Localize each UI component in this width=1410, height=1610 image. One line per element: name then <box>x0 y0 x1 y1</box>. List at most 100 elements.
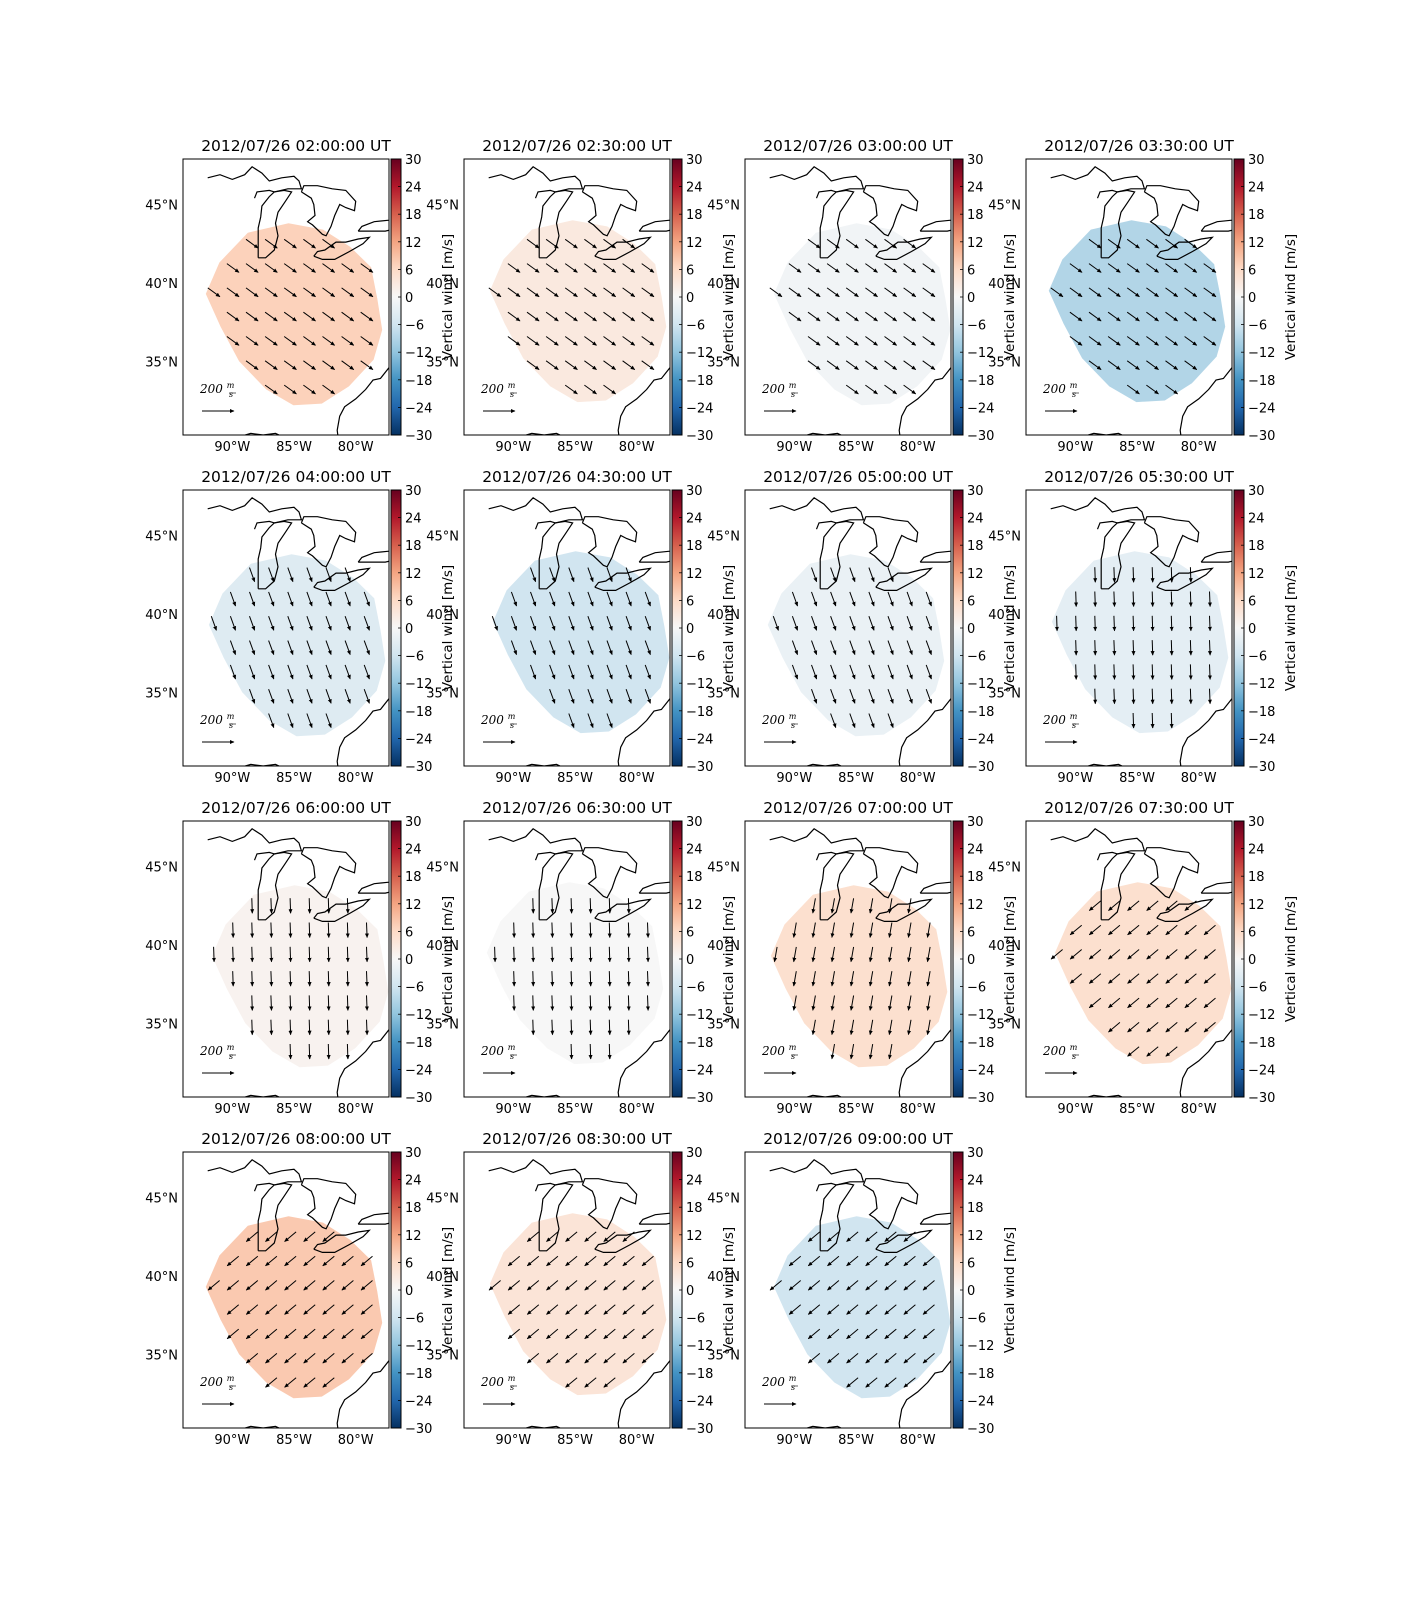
wind-arrow <box>849 713 856 729</box>
map-panel: 200 ms 2012/07/26 02:30:00 UT 45°N 40°N 35°N… <box>426 137 737 455</box>
wind-arrow <box>326 1019 331 1036</box>
wind-arrow <box>545 311 559 322</box>
wind-arrow <box>210 616 217 631</box>
wind-arrow <box>322 263 336 273</box>
wind-arrow <box>344 689 351 704</box>
wind-arrow <box>550 971 555 987</box>
wind-arrow <box>849 567 856 583</box>
wind-arrow <box>360 1304 373 1315</box>
wind-arrow <box>846 1231 859 1242</box>
coastline <box>257 189 293 259</box>
wind-arrow <box>588 1043 593 1060</box>
colorbar-tick-label: 12 <box>1248 236 1265 251</box>
lon-tick-label: 85°W <box>838 771 874 786</box>
wind-arrow <box>807 1255 821 1267</box>
wind-arrow <box>588 995 593 1011</box>
wind-arrow <box>322 360 336 371</box>
wind-arrow <box>1207 664 1212 680</box>
wind-arrow <box>283 263 297 273</box>
lon-tick-label: 85°W <box>838 1433 874 1448</box>
colorbar-tick-label: −18 <box>686 1036 713 1051</box>
colorbar-tick-label: 30 <box>967 815 984 830</box>
wind-arrow <box>644 689 651 704</box>
lat-tick-label: 45°N <box>426 1191 459 1206</box>
wind-arrow <box>226 1328 240 1340</box>
colorbar-tick-label: 30 <box>686 484 703 499</box>
coastline <box>207 828 303 861</box>
wind-arrow <box>888 1019 893 1036</box>
wind-arrow <box>1169 615 1174 632</box>
wind-arrow <box>641 336 655 346</box>
wind-arrow <box>284 1377 297 1388</box>
coastline <box>919 881 951 894</box>
wind-arrow <box>306 640 313 656</box>
colorbar-tick-label: 0 <box>1248 953 1256 968</box>
coastline <box>1201 560 1232 563</box>
wind-arrow <box>549 616 556 631</box>
lon-tick-label: 85°W <box>1119 771 1155 786</box>
wind-arrow <box>545 263 559 273</box>
wind-arrow <box>345 946 350 963</box>
wind-arrow <box>531 946 536 963</box>
wind-arrow <box>249 591 256 607</box>
coastline <box>875 898 933 922</box>
lat-tick-label: 45°N <box>988 529 1021 544</box>
wind-arrow <box>363 616 370 631</box>
wind-arrow <box>530 591 537 607</box>
wind-arrow <box>268 591 275 607</box>
wind-arrow <box>1146 238 1159 249</box>
wind-arrow <box>1127 900 1140 911</box>
wind-arrow <box>845 384 859 395</box>
reference-arrow-label: 200 m <box>1042 712 1078 727</box>
wind-arrow <box>284 1328 297 1340</box>
wind-arrow <box>849 640 856 656</box>
wind-arrow <box>1184 238 1198 249</box>
panel-title: 2012/07/26 02:30:00 UT <box>482 137 672 155</box>
wind-arrow <box>265 1304 278 1315</box>
wind-arrow <box>531 1019 536 1036</box>
reference-arrow-label: 200 m <box>480 1374 516 1389</box>
wind-arrow <box>926 1019 931 1036</box>
wind-field-region <box>1048 220 1226 403</box>
reference-arrow-label: 200 m <box>199 1043 235 1058</box>
wind-arrow <box>884 311 898 322</box>
lat-tick-label: 40°N <box>145 608 178 623</box>
wind-arrow <box>587 616 594 631</box>
wind-arrow <box>845 336 859 346</box>
wind-arrow <box>569 1019 574 1036</box>
reference-arrow-label: 200 m <box>199 712 235 727</box>
wind-arrow <box>807 360 821 371</box>
coastline <box>1156 898 1214 922</box>
wind-arrow <box>622 1353 635 1364</box>
wind-arrow <box>826 311 840 322</box>
wind-arrow <box>1093 688 1098 705</box>
wind-arrow <box>903 1280 916 1291</box>
colorbar-tick-label: −30 <box>686 760 713 775</box>
wind-arrow <box>584 263 597 273</box>
wind-arrow <box>884 1328 897 1340</box>
colorbar-tick-label: 12 <box>405 567 422 582</box>
wind-arrow <box>926 946 931 963</box>
wind-arrow <box>1165 924 1178 936</box>
lon-tick-label: 90°W <box>214 1102 250 1117</box>
map-frame <box>744 158 952 436</box>
coastline <box>898 698 951 766</box>
reference-arrow-label: 200 m <box>761 381 797 396</box>
wind-arrow <box>1069 924 1083 936</box>
wind-arrow <box>846 1304 859 1315</box>
colorbar-tick-label: 24 <box>967 1174 984 1189</box>
wind-arrow <box>1184 1022 1197 1033</box>
wind-arrow <box>288 898 293 914</box>
wind-arrow <box>364 922 369 938</box>
wind-arrow <box>568 640 575 656</box>
wind-arrow <box>887 689 894 704</box>
wind-arrow <box>1207 640 1212 656</box>
wind-arrow <box>526 238 540 249</box>
colorbar-tick-label: 18 <box>405 539 422 554</box>
wind-arrow <box>811 567 818 583</box>
wind-arrow <box>607 971 612 987</box>
colorbar-tick-label: −24 <box>967 1063 994 1078</box>
panel-title: 2012/07/26 09:00:00 UT <box>763 1130 953 1148</box>
wind-arrow <box>245 360 259 371</box>
coastline <box>538 851 574 921</box>
